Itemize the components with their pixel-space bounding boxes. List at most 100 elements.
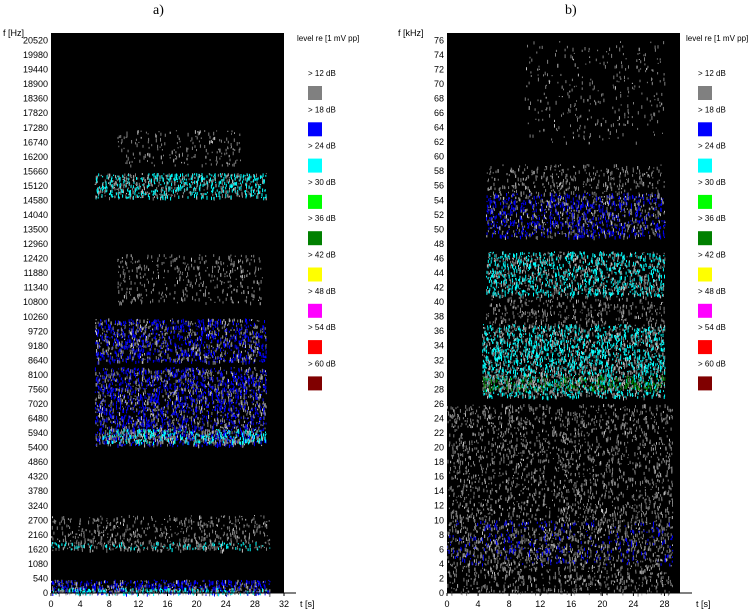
cell bbox=[196, 406, 198, 409]
cell bbox=[195, 333, 197, 336]
cell bbox=[137, 196, 139, 198]
cell bbox=[135, 421, 137, 424]
cell bbox=[137, 326, 139, 329]
cell bbox=[141, 330, 143, 333]
cell bbox=[132, 320, 134, 322]
cell bbox=[260, 424, 262, 427]
cell bbox=[229, 337, 231, 341]
cell bbox=[244, 190, 246, 193]
cell bbox=[189, 380, 191, 385]
cell bbox=[137, 330, 139, 333]
cell bbox=[252, 438, 254, 441]
cell bbox=[235, 410, 237, 412]
cell bbox=[234, 380, 236, 382]
cell bbox=[194, 430, 195, 433]
cell bbox=[179, 180, 181, 183]
cell bbox=[180, 427, 182, 432]
cell bbox=[141, 173, 143, 175]
cell bbox=[97, 196, 99, 199]
cell bbox=[242, 337, 244, 341]
cell bbox=[167, 430, 169, 433]
cell bbox=[234, 439, 236, 441]
cell bbox=[107, 354, 109, 358]
cell bbox=[172, 401, 173, 405]
cell bbox=[201, 407, 202, 410]
cell bbox=[171, 433, 173, 435]
cell bbox=[179, 417, 181, 421]
cell bbox=[246, 418, 248, 420]
cell bbox=[251, 401, 253, 404]
cell bbox=[251, 389, 253, 392]
cell bbox=[157, 174, 159, 177]
spectrogram-panel-1: a)05401080162021602700324037804320486054… bbox=[3, 3, 359, 609]
cell bbox=[257, 349, 259, 351]
cell bbox=[109, 383, 111, 388]
cell bbox=[165, 391, 167, 395]
cell bbox=[235, 182, 237, 186]
cell bbox=[142, 442, 144, 445]
cell bbox=[260, 352, 261, 356]
cell bbox=[149, 178, 151, 183]
cell bbox=[145, 405, 146, 409]
cell bbox=[245, 355, 247, 359]
cell bbox=[233, 335, 235, 339]
cell bbox=[255, 183, 257, 187]
cell bbox=[132, 347, 134, 351]
cell bbox=[125, 344, 127, 347]
cell bbox=[104, 336, 106, 340]
cell bbox=[194, 322, 196, 324]
cell bbox=[197, 424, 199, 428]
cell bbox=[140, 439, 142, 442]
cell bbox=[185, 423, 187, 426]
cell bbox=[120, 343, 122, 347]
cell bbox=[137, 321, 139, 325]
cell bbox=[260, 406, 262, 408]
cell bbox=[204, 400, 206, 402]
cell bbox=[198, 423, 200, 425]
cell bbox=[190, 432, 192, 437]
cell bbox=[187, 369, 189, 371]
cell bbox=[238, 183, 240, 185]
cell bbox=[172, 407, 174, 410]
cell bbox=[137, 398, 139, 402]
cell bbox=[186, 342, 187, 346]
cell bbox=[129, 189, 131, 194]
cell bbox=[213, 175, 214, 178]
cell bbox=[228, 398, 230, 402]
cell bbox=[204, 341, 206, 344]
cell bbox=[187, 415, 188, 418]
cell bbox=[224, 441, 226, 446]
cell bbox=[141, 435, 143, 439]
cell bbox=[132, 441, 134, 444]
cell bbox=[192, 437, 194, 440]
cell bbox=[165, 324, 167, 326]
cell bbox=[173, 435, 174, 439]
cell bbox=[187, 433, 189, 436]
cell bbox=[116, 179, 118, 182]
cell bbox=[120, 322, 122, 326]
cell bbox=[102, 381, 104, 383]
cell bbox=[263, 407, 265, 411]
cell bbox=[137, 432, 139, 436]
cell bbox=[107, 440, 109, 444]
cell bbox=[214, 338, 216, 340]
cell bbox=[140, 345, 142, 348]
cell bbox=[229, 436, 231, 439]
cell bbox=[133, 423, 135, 426]
cell bbox=[251, 428, 253, 432]
cell bbox=[211, 411, 213, 415]
cell bbox=[243, 332, 245, 335]
cell bbox=[137, 419, 139, 423]
cell bbox=[161, 359, 163, 362]
cell bbox=[248, 396, 249, 398]
cell bbox=[129, 392, 131, 396]
cell bbox=[144, 325, 146, 329]
cell bbox=[245, 439, 247, 443]
cell bbox=[95, 397, 97, 401]
cell bbox=[262, 424, 264, 426]
cell bbox=[207, 318, 209, 322]
cell bbox=[150, 370, 152, 375]
cell bbox=[214, 368, 215, 370]
cell bbox=[197, 353, 199, 357]
cell bbox=[140, 324, 141, 328]
